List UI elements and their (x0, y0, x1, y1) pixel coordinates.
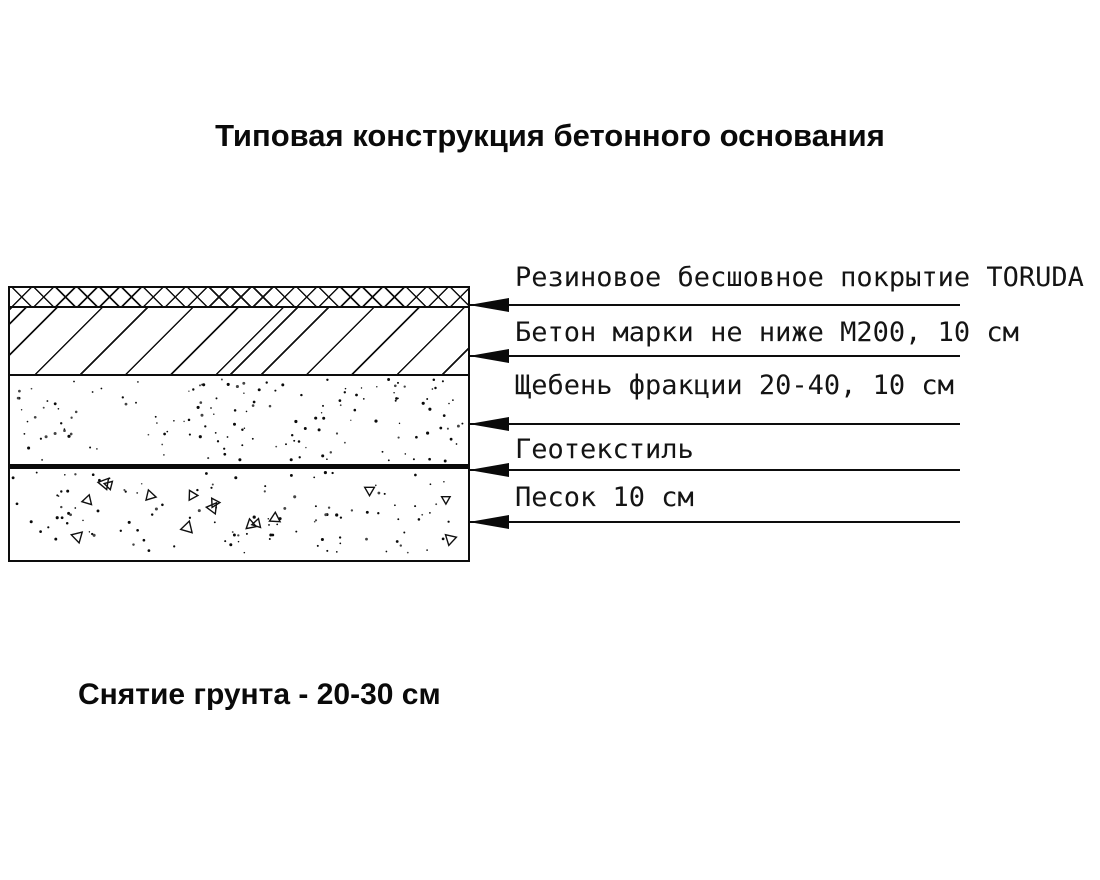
layer-stack (8, 286, 470, 562)
layer-sand (10, 469, 468, 556)
layer-concrete (10, 308, 468, 376)
leader-line-rubber (469, 298, 960, 312)
arrow-left-icon (469, 349, 509, 363)
layer-geotextile-line (10, 464, 468, 469)
layer-rubber-coating (10, 288, 468, 308)
soil-removal-note: Снятие грунта - 20-30 см (78, 678, 441, 711)
leader-line-gravel (469, 417, 960, 431)
arrow-left-icon (469, 298, 509, 312)
leader-line-concrete (469, 349, 960, 363)
annotation-gravel-label: Щебень фракции 20-40, 10 см (515, 370, 954, 401)
arrow-left-icon (469, 463, 509, 477)
annotation-rubber-label: Резиновое бесшовное покрытие TORUDA (515, 262, 1084, 293)
annotation-concrete-label: Бетон марки не ниже М200, 10 см (515, 317, 1019, 348)
annotation-sand-label: Песок 10 см (515, 482, 694, 513)
gravel-stipple-texture (16, 378, 464, 463)
drawing-title: Типовая конструкция бетонного основания (215, 118, 885, 153)
layer-gravel (10, 376, 468, 464)
leader-line-geotextile (469, 463, 960, 477)
annotation-geotextile-label: Геотекстиль (515, 434, 694, 465)
leader-line-sand (469, 515, 960, 529)
arrow-left-icon (469, 417, 509, 431)
arrow-left-icon (469, 515, 509, 529)
sand-texture (11, 471, 458, 554)
